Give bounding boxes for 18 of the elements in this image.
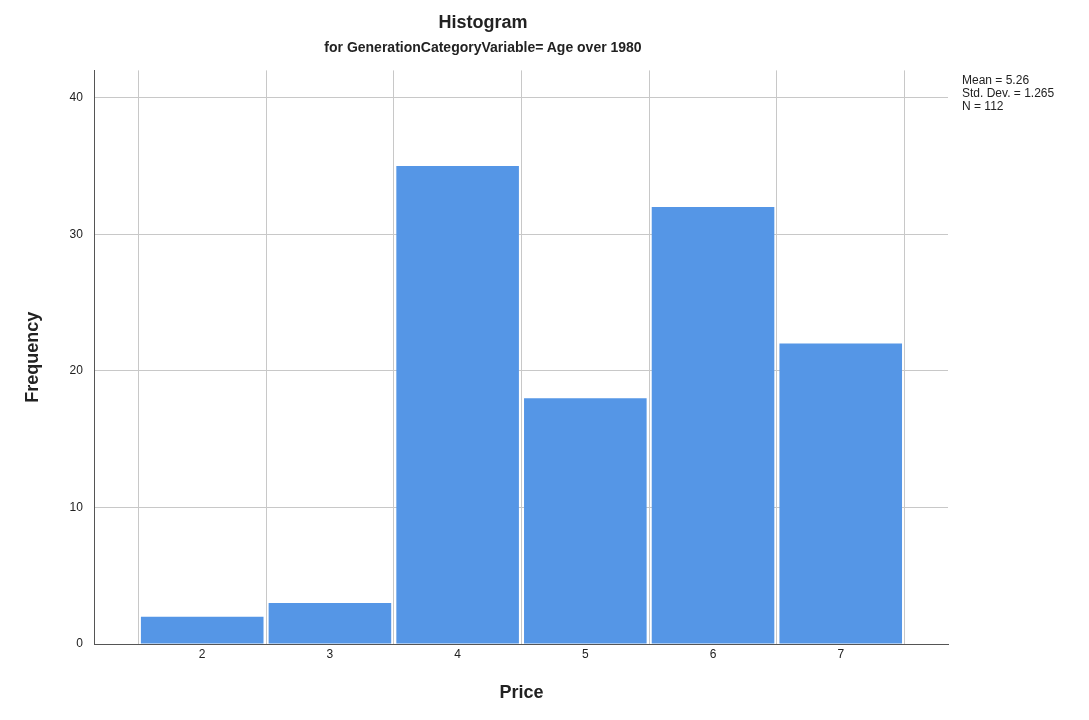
y-tick-label: 40	[69, 90, 84, 105]
x-tick-label: 5	[581, 646, 589, 661]
x-tick-label: 3	[326, 646, 334, 661]
text: Std. Dev. = 1.265	[962, 85, 1055, 100]
y-tick-label: 20	[69, 363, 84, 378]
x-axis-title: Price	[499, 682, 544, 703]
x-tick-label: 2	[198, 646, 206, 661]
y-tick-label: 10	[69, 499, 84, 514]
x-tick-label: 6	[709, 646, 717, 661]
chart-title: Histogram	[438, 11, 528, 32]
y-tick-label: 30	[69, 226, 84, 241]
x-tick-label: 4	[454, 646, 462, 661]
x-tick-label: 7	[837, 646, 845, 661]
text: Mean = 5.26	[962, 72, 1030, 87]
y-axis-title: Frequency	[21, 311, 42, 403]
text: N = 112	[962, 98, 1004, 113]
chart-subtitle: for GenerationCategoryVariable= Age over 1980	[324, 38, 642, 55]
y-tick-label: 0	[76, 636, 84, 651]
